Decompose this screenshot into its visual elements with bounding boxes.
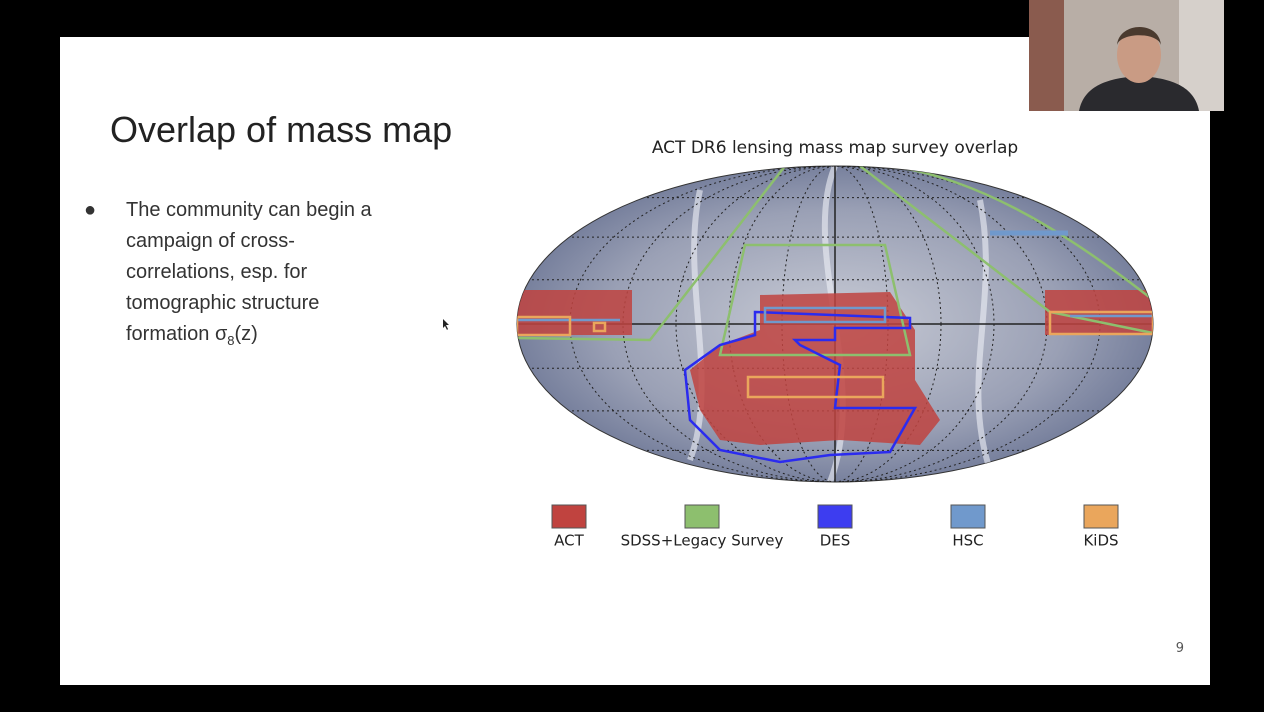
webcam [1029,0,1224,111]
bullet-suffix: (z) [234,323,258,345]
bullet-dot: ● [84,199,97,221]
legend-label: ACT [554,532,584,550]
legend-swatch [950,504,986,529]
bullet-text: The community can begin a campaign of cr… [126,199,372,345]
cursor [443,319,449,330]
legend-label: SDSS+Legacy Survey [621,532,784,550]
page-number: 9 [1175,641,1184,656]
map-layers [517,166,1153,482]
bullet: ● The community can begin a campaign of … [84,195,386,356]
legend-swatch [817,504,853,529]
legend: ACT SDSS+Legacy Survey DES HSC KiDS [551,504,1119,550]
slide-title: Overlap of mass map [110,109,453,150]
figure-title: ACT DR6 lensing mass map survey overlap [652,138,1018,158]
legend-swatch [551,504,587,529]
legend-label: HSC [952,532,983,550]
legend-label: DES [820,532,851,550]
bullet-subscript: 8 [227,333,235,348]
legend-swatch [1083,504,1119,529]
bullet-symbol: σ [214,323,228,345]
legend-label: KiDS [1083,532,1118,550]
legend-swatch [684,504,720,529]
